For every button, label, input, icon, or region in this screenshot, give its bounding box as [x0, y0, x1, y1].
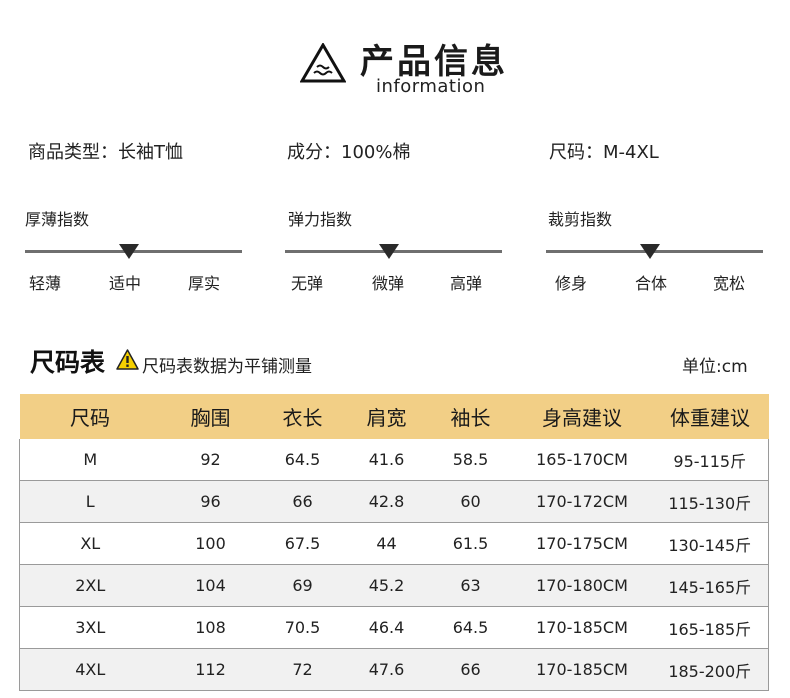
col-header: 衣长 [260, 394, 345, 439]
elasticity-index-label: 弹力指数 [288, 210, 353, 229]
thickness-option: 适中 [109, 274, 142, 293]
table-cell: XL [19, 522, 161, 565]
product-type: 商品类型：长袖T恤 [28, 142, 183, 163]
triangle-marker-icon [119, 244, 139, 259]
size-chart-title: 尺码表 [30, 348, 106, 377]
table-cell: 66 [260, 480, 345, 523]
table-cell: L [19, 480, 161, 523]
table-cell: 64.5 [260, 439, 345, 481]
size-table: 尺码 胸围 衣长 肩宽 袖长 身高建议 体重建议 M 92 64.5 41.6 … [19, 394, 769, 691]
table-cell: 44 [344, 522, 429, 565]
thickness-option: 轻薄 [29, 274, 62, 293]
table-cell: 112 [160, 648, 261, 691]
thickness-index-label: 厚薄指数 [25, 210, 90, 229]
product-size-range: 尺码：M-4XL [549, 142, 659, 163]
triangle-wave-icon [300, 43, 346, 83]
table-row: M 92 64.5 41.6 58.5 165-170CM 95-115斤 [19, 439, 769, 481]
table-cell: 170-180CM [512, 564, 652, 607]
table-cell: 61.5 [428, 522, 513, 565]
page-title: 产品信息 [360, 42, 508, 82]
col-header: 尺码 [19, 394, 161, 439]
page-subtitle: information [376, 76, 486, 97]
size-chart-note: 尺码表数据为平铺测量 [142, 357, 312, 377]
table-row: XL 100 67.5 44 61.5 170-175CM 130-145斤 [19, 522, 769, 565]
table-cell: 3XL [19, 606, 161, 649]
table-cell: 145-165斤 [651, 564, 769, 607]
table-cell: 47.6 [344, 648, 429, 691]
table-cell: 130-145斤 [651, 522, 769, 565]
size-chart-unit: 单位:cm [682, 357, 748, 377]
table-cell: 67.5 [260, 522, 345, 565]
table-cell: 104 [160, 564, 261, 607]
table-cell: 170-175CM [512, 522, 652, 565]
table-cell: 165-185斤 [651, 606, 769, 649]
table-cell: 100 [160, 522, 261, 565]
triangle-marker-icon [379, 244, 399, 259]
table-cell: 46.4 [344, 606, 429, 649]
table-cell: 69 [260, 564, 345, 607]
triangle-marker-icon [640, 244, 660, 259]
elasticity-option: 微弹 [372, 274, 405, 293]
col-header: 胸围 [160, 394, 261, 439]
table-cell: 170-185CM [512, 648, 652, 691]
table-cell: 96 [160, 480, 261, 523]
table-cell: M [19, 439, 161, 481]
col-header: 袖长 [428, 394, 513, 439]
table-row: 3XL 108 70.5 46.4 64.5 170-185CM 165-185… [19, 606, 769, 649]
fit-index-label: 裁剪指数 [548, 210, 613, 229]
warning-icon [116, 349, 139, 370]
table-cell: 72 [260, 648, 345, 691]
product-material: 成分：100%棉 [287, 142, 411, 163]
table-cell: 95-115斤 [651, 439, 769, 481]
table-cell: 58.5 [428, 439, 513, 481]
table-row: 2XL 104 69 45.2 63 170-180CM 145-165斤 [19, 564, 769, 607]
table-cell: 41.6 [344, 439, 429, 481]
table-cell: 170-185CM [512, 606, 652, 649]
table-row: L 96 66 42.8 60 170-172CM 115-130斤 [19, 480, 769, 523]
table-cell: 60 [428, 480, 513, 523]
table-cell: 115-130斤 [651, 480, 769, 523]
size-table-header: 尺码 胸围 衣长 肩宽 袖长 身高建议 体重建议 [19, 394, 769, 439]
table-cell: 165-170CM [512, 439, 652, 481]
table-cell: 92 [160, 439, 261, 481]
fit-option: 合体 [635, 274, 668, 293]
table-cell: 4XL [19, 648, 161, 691]
col-header: 肩宽 [344, 394, 429, 439]
col-header: 身高建议 [512, 394, 652, 439]
table-row: 4XL 112 72 47.6 66 170-185CM 185-200斤 [19, 648, 769, 691]
table-cell: 2XL [19, 564, 161, 607]
elasticity-option: 无弹 [291, 274, 324, 293]
fit-option: 宽松 [713, 274, 746, 293]
col-header: 体重建议 [651, 394, 769, 439]
table-cell: 108 [160, 606, 261, 649]
table-cell: 63 [428, 564, 513, 607]
table-cell: 70.5 [260, 606, 345, 649]
table-cell: 64.5 [428, 606, 513, 649]
table-cell: 185-200斤 [651, 648, 769, 691]
elasticity-option: 高弹 [450, 274, 483, 293]
fit-option: 修身 [555, 274, 588, 293]
table-cell: 42.8 [344, 480, 429, 523]
table-cell: 45.2 [344, 564, 429, 607]
table-cell: 170-172CM [512, 480, 652, 523]
table-cell: 66 [428, 648, 513, 691]
thickness-option: 厚实 [188, 274, 221, 293]
